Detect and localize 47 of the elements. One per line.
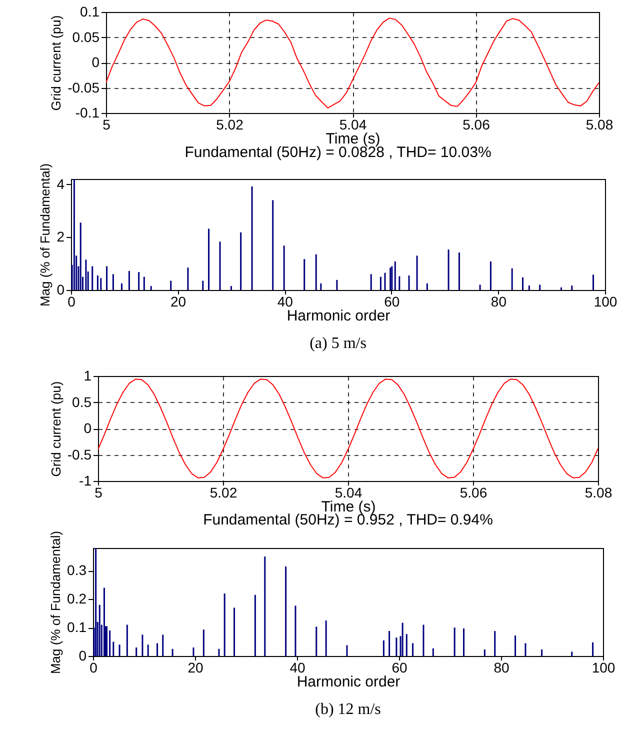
x-tick-label: 5: [102, 116, 111, 132]
x-tick-label: 5.04: [334, 484, 362, 500]
x-tick-label: 100: [594, 294, 618, 310]
text: (b) 12 m/s: [314, 701, 382, 719]
x-tick-label: 5.08: [586, 116, 614, 132]
y-axis-title: Grid current (pu): [48, 381, 64, 477]
x-tick-label: 5.04: [339, 116, 367, 132]
line-series: [98, 378, 598, 478]
y-tick-label: 0: [56, 282, 65, 298]
y-tick-label: 0: [84, 420, 92, 436]
y-tick-label: 2: [56, 228, 65, 245]
y-tick-label: 0.1: [67, 619, 87, 636]
y-tick-label: -1: [79, 472, 92, 488]
x-tick-label: 60: [384, 294, 400, 310]
y-axis-title: Grid current (pu): [48, 15, 64, 111]
x-tick-label: 20: [170, 294, 186, 310]
x-tick-label: 5: [94, 484, 103, 500]
y-axis-title: Mag (% of Fundamental): [38, 163, 53, 307]
x-tick-label: 60: [392, 660, 408, 676]
y-tick-label: 0: [92, 54, 100, 70]
y-axis-title: Mag (% of Fundamental): [48, 530, 64, 674]
y-tick-label: -0.1: [75, 104, 100, 120]
y-tick-label: -0.05: [68, 79, 100, 96]
x-tick-label: 40: [290, 660, 306, 676]
x-tick-label: 5.06: [462, 116, 490, 132]
x-tick-label: 5.08: [584, 484, 612, 500]
y-tick-label: 0.3: [67, 562, 87, 578]
x-axis-title: Harmonic order: [296, 674, 400, 690]
x-tick-label: 5.02: [210, 484, 238, 500]
y-tick-label: 0: [78, 648, 87, 664]
y-tick-label: 0.05: [72, 28, 100, 45]
x-tick-label: 5.06: [460, 484, 488, 500]
y-tick-label: 4: [56, 176, 65, 192]
x-tick-label: 5.02: [216, 116, 244, 132]
y-tick-label: 1: [84, 368, 92, 384]
x-tick-label: 80: [494, 660, 510, 676]
x-axis-title: Harmonic order: [286, 308, 390, 324]
x-tick-label: 20: [188, 660, 204, 676]
y-tick-label: -0.5: [67, 446, 92, 462]
line-series: [106, 18, 599, 108]
y-tick-label: 0.2: [67, 590, 87, 607]
y-tick-label: 0.1: [80, 4, 100, 20]
x-tick-label: 80: [490, 294, 507, 310]
x-tick-label: 40: [277, 294, 294, 310]
x-tick-label: 100: [592, 660, 616, 676]
y-tick-label: 0.5: [72, 394, 92, 410]
text: (a) 5 m/s: [308, 335, 368, 353]
